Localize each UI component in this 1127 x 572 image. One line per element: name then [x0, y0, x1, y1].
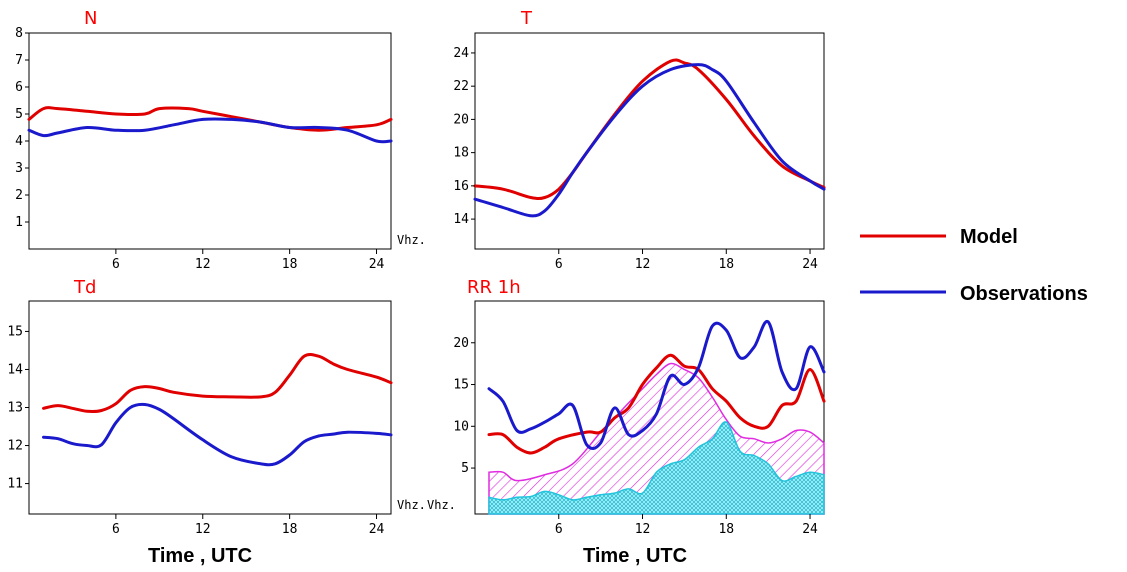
panel-n-frame: [28, 32, 392, 250]
panel-td-x-tick-label: 6: [112, 522, 120, 537]
panel-t-y-tick-label: 18: [453, 146, 469, 161]
panel-rr-x-tick-label: 24: [802, 522, 818, 537]
panel-n-y-tick-label: 6: [15, 80, 23, 95]
panel-t-marks: 14 16 18 20 22 24 6 12 18 24: [453, 46, 826, 272]
panel-n-y-tick-label: 2: [15, 188, 23, 203]
panel-t-y-tick-label: 20: [453, 112, 469, 127]
panel-t-series-observations: [473, 63, 826, 218]
panel-td-y-tick-label: 13: [7, 401, 23, 416]
panel-n-y-tick-label: 7: [15, 53, 23, 68]
panel-n-y-tick-label: 4: [15, 134, 23, 149]
panel-n-y-tick-label: 5: [15, 107, 23, 122]
panel-rr-title: RR 1h: [467, 277, 521, 298]
panel-t-x-tick-label: 6: [555, 257, 563, 272]
legend-observations-label: Observations: [960, 283, 1088, 305]
panel-n-series-observations: [27, 117, 393, 144]
panel-rr-y-tick-label: 20: [453, 336, 469, 351]
panel-td-y-tick-label: 12: [7, 439, 23, 454]
panel-rr-y-tick-label: 5: [461, 461, 469, 476]
panel-t-series-model: [473, 58, 826, 201]
panel-t-y-tick-label: 24: [453, 46, 469, 61]
panel-rr-y-tick-label: 10: [453, 419, 469, 434]
panel-n-title: N: [84, 8, 97, 29]
panel-t-x-tick-label: 24: [802, 257, 818, 272]
panel-td-y-tick-label: 15: [7, 324, 23, 339]
panel-td-y-tick-label: 11: [7, 477, 23, 492]
panel-t: T 14 16 18 20 22 24 6 12 18 24: [453, 8, 826, 272]
panel-n-y-tick-label: 8: [15, 26, 23, 41]
panel-td-frame: [28, 300, 392, 515]
panel-rr-x-tick-label: 18: [718, 522, 734, 537]
panel-t-title: T: [520, 8, 533, 29]
panel-n-y-tick-label: 3: [15, 161, 23, 176]
panel-td: Td Vhz. 11 12 13 14 15 6 12 18 24: [7, 277, 426, 537]
panel-rr: RR 1h Vhz. 5 10 15 20 6 12 18 24: [427, 277, 826, 537]
panel-rr-unit-label: Vhz.: [427, 498, 456, 512]
panel-t-y-tick-label: 14: [453, 212, 469, 227]
panel-td-series-model: [42, 352, 393, 414]
panel-rr-x-tick-label: 6: [555, 522, 563, 537]
panel-td-series-observations: [42, 402, 393, 467]
panel-n-x-tick-label: 24: [369, 257, 385, 272]
panel-n-unit-label: Vhz.: [397, 233, 426, 247]
panel-rr-series-model: [487, 353, 826, 455]
panel-rr-x-tick-label: 12: [635, 522, 651, 537]
panel-n-x-tick-label: 18: [282, 257, 298, 272]
panel-rr-series-observations: [487, 320, 826, 450]
panel-t-y-tick-label: 22: [453, 79, 469, 94]
panel-n-x-tick-label: 6: [112, 257, 120, 272]
panel-t-x-tick-label: 12: [635, 257, 651, 272]
legend-model-label: Model: [960, 226, 1018, 248]
panel-td-x-tick-label: 12: [195, 522, 211, 537]
panel-t-y-tick-label: 16: [453, 179, 469, 194]
x-axis-label-left: Time , UTC: [148, 545, 252, 567]
panel-td-unit-label: Vhz.: [397, 498, 426, 512]
panel-td-title: Td: [73, 277, 96, 298]
panel-td-x-tick-label: 24: [369, 522, 385, 537]
panel-rr-marks: 5 10 15 20 6 12 18 24: [453, 320, 826, 537]
panel-n-x-tick-label: 12: [195, 257, 211, 272]
panel-rr-area-cyan: [488, 421, 825, 515]
panel-td-x-tick-label: 18: [282, 522, 298, 537]
panel-td-y-tick-label: 14: [7, 362, 23, 377]
panel-n-y-tick-label: 1: [15, 215, 23, 230]
panel-td-marks: 11 12 13 14 15 6 12 18 24: [7, 324, 393, 537]
x-axis-label-right: Time , UTC: [583, 545, 687, 567]
panel-rr-y-tick-label: 15: [453, 378, 469, 393]
panel-t-x-tick-label: 18: [718, 257, 734, 272]
legend: Model Observations: [860, 226, 1088, 305]
